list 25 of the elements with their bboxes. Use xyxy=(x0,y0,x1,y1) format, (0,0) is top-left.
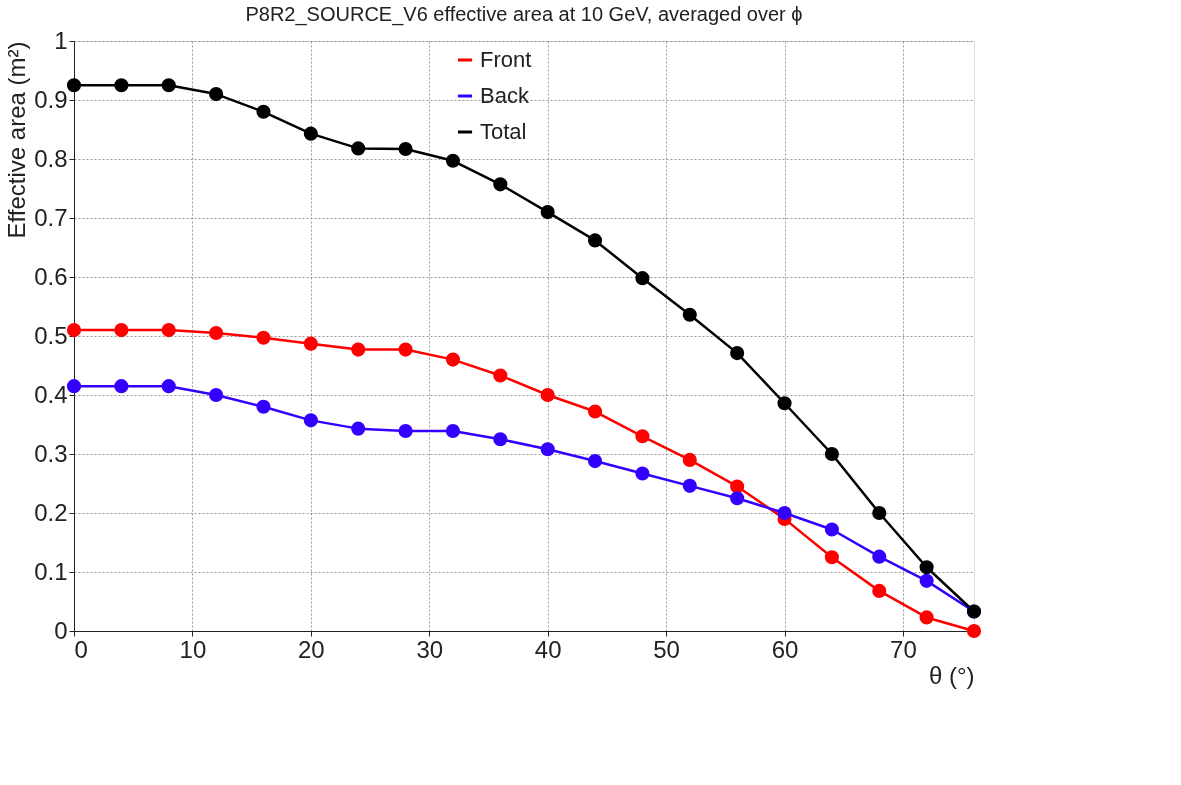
y-tick-label: 0.3 xyxy=(34,439,68,467)
y-tick-label: 0.4 xyxy=(34,380,68,408)
chart-title: P8R2_SOURCE_V6 effective area at 10 GeV, averaged over ϕ xyxy=(245,3,803,26)
y-tick-label: 0.7 xyxy=(34,203,68,231)
x-tick-label: 60 xyxy=(771,635,799,663)
x-axis-title: θ (°) xyxy=(928,661,975,689)
y-axis-title: Effective area (m²) xyxy=(3,41,31,239)
x-tick-label: 10 xyxy=(179,635,207,663)
x-tick-label: 30 xyxy=(416,635,444,663)
legend-label: Back xyxy=(480,83,530,108)
y-tick-label: 0.9 xyxy=(34,85,68,113)
y-tick-label: 1 xyxy=(54,26,68,54)
x-tick-label: 50 xyxy=(653,635,680,663)
x-tick-label: 20 xyxy=(297,635,325,663)
legend-label: Total xyxy=(480,119,527,144)
y-tick-label: 0.6 xyxy=(34,262,68,290)
x-tick-label: 0 xyxy=(74,635,88,663)
y-tick-label: 0.2 xyxy=(34,498,68,526)
legend-label: Front xyxy=(480,47,532,72)
x-tick-label: 70 xyxy=(890,635,917,663)
y-tick-label: 0.1 xyxy=(34,557,68,585)
y-tick-label: 0 xyxy=(54,616,68,644)
y-tick-label: 0.5 xyxy=(34,321,68,349)
y-tick-label: 0.8 xyxy=(34,144,68,172)
x-tick-label: 40 xyxy=(534,635,562,663)
